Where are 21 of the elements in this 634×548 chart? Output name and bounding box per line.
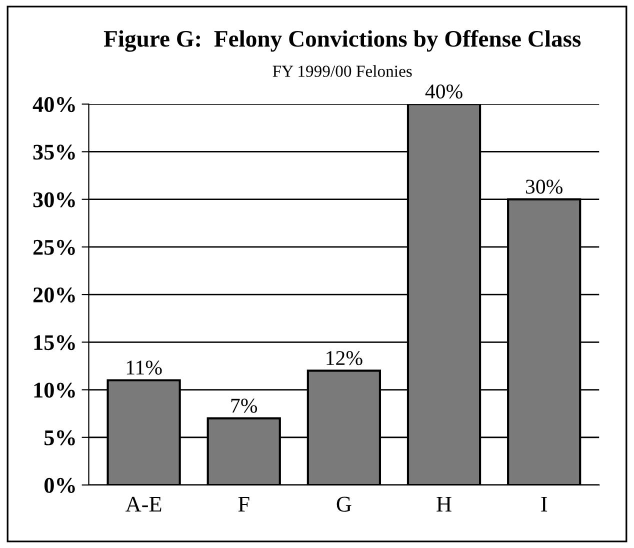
data-label: 12% (326, 351, 362, 366)
y-tick-label: 20% (33, 287, 75, 303)
x-tick-label: I (541, 496, 548, 512)
y-tick-label: 25% (33, 240, 75, 255)
chart-title: Figure G: Felony Convictions by Offense Class (104, 30, 581, 52)
data-label: 11% (126, 360, 162, 375)
x-tick-label: F (238, 496, 250, 512)
y-tick-label: 35% (33, 144, 75, 160)
data-label: 7% (231, 398, 258, 413)
chart-subtitle: FY 1999/00 Felonies (272, 65, 412, 77)
x-tick-label: G (336, 496, 352, 512)
y-tick-label: 30% (33, 192, 75, 208)
y-tick-label: 10% (34, 382, 75, 398)
y-tick-label: 40% (32, 97, 75, 112)
y-tick-label: 15% (34, 335, 75, 350)
y-tick-label: 5% (44, 430, 75, 446)
x-tick-label: A-E (126, 496, 162, 512)
x-tick-label: H (436, 496, 452, 512)
y-tick-label: 0% (44, 478, 75, 493)
data-label: 40% (425, 84, 462, 99)
data-label: 30% (526, 180, 562, 194)
